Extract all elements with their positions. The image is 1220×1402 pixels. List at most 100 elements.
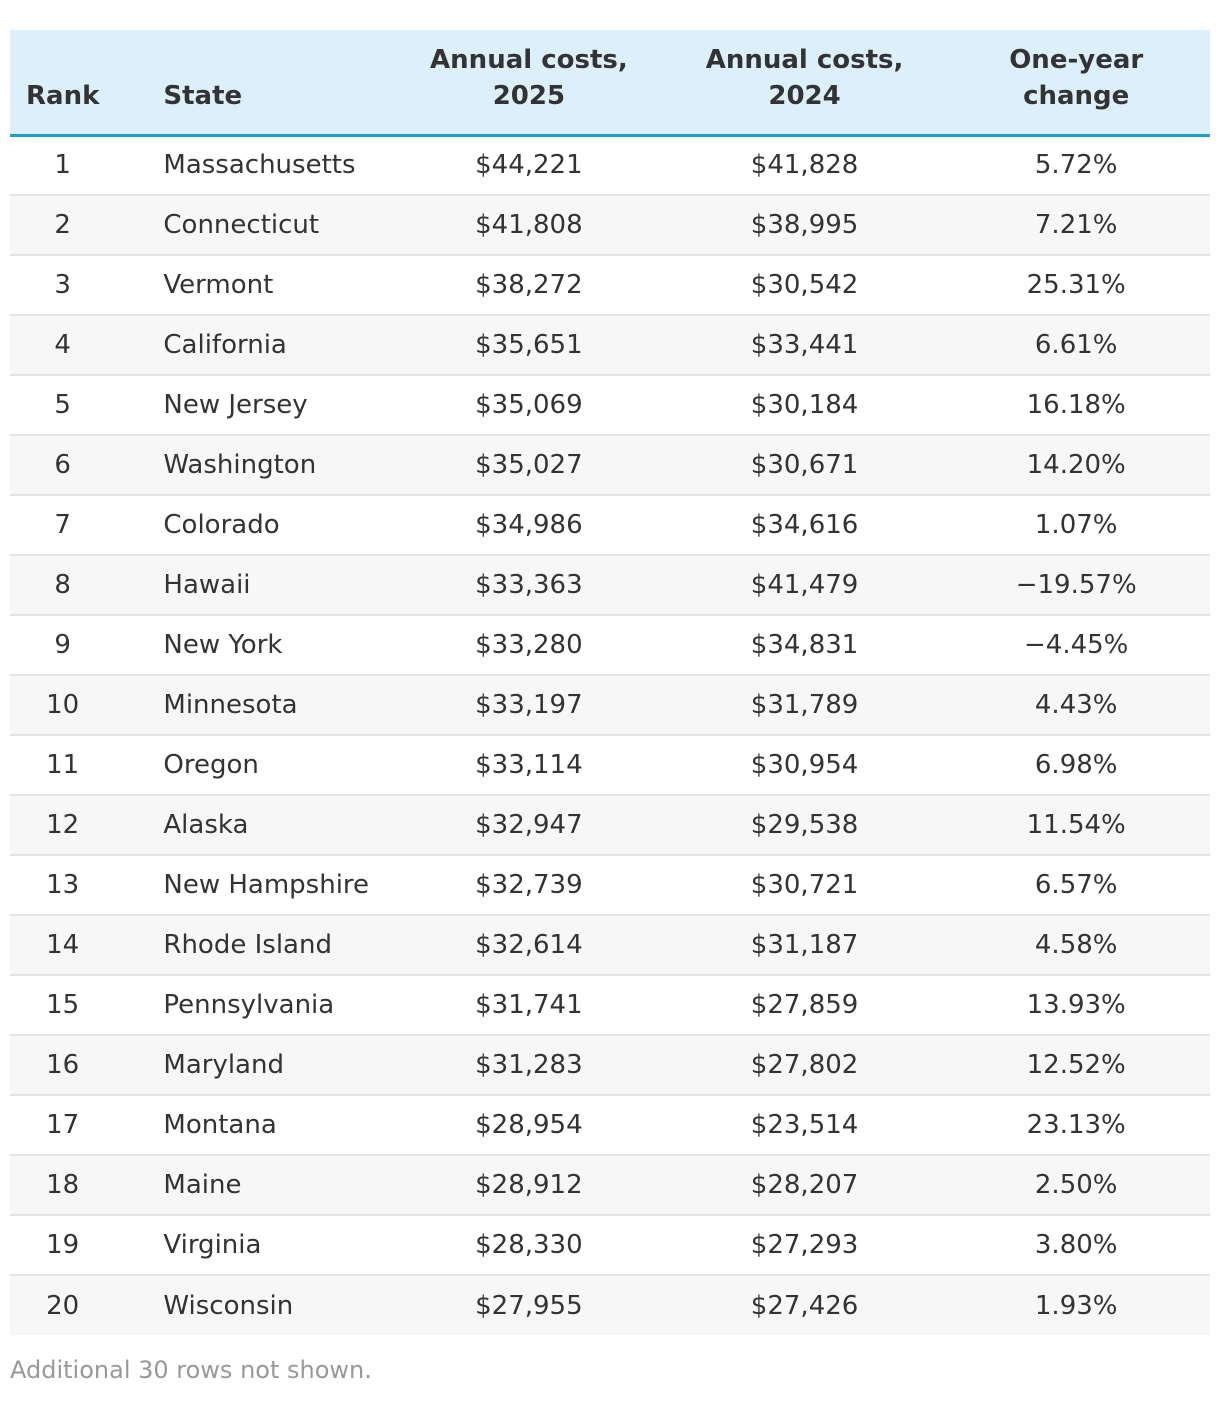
state-cell: California bbox=[163, 330, 287, 360]
state-cell: New York bbox=[163, 630, 283, 660]
cost-2025-cell: $28,912 bbox=[475, 1170, 583, 1200]
cost-2025-cell: $35,027 bbox=[475, 450, 583, 480]
cost-2024-cell: $30,671 bbox=[750, 450, 859, 480]
header-rank[interactable]: Rank bbox=[10, 30, 115, 135]
rank-cell: 7 bbox=[54, 510, 71, 540]
change-cell: 6.61% bbox=[1034, 330, 1118, 360]
rank-cell: 5 bbox=[54, 390, 71, 420]
change-cell: 4.58% bbox=[1034, 930, 1118, 960]
table-row: 2 Connecticut $41,808 $38,995 7.21% bbox=[10, 195, 1210, 255]
rank-cell: 4 bbox=[54, 330, 71, 360]
cost-2024-cell: $34,831 bbox=[750, 630, 859, 660]
state-cell: Wisconsin bbox=[163, 1290, 294, 1321]
header-costs-2025-line1: Annual costs, bbox=[430, 44, 628, 75]
change-cell: 6.98% bbox=[1034, 750, 1118, 780]
state-cell: Hawaii bbox=[163, 570, 251, 600]
cost-2025-cell: $32,739 bbox=[475, 870, 583, 900]
table-row: 4 California $35,651 $33,441 6.61% bbox=[10, 315, 1210, 375]
change-cell: 1.93% bbox=[1034, 1290, 1118, 1321]
cost-2025-cell: $35,651 bbox=[475, 330, 583, 360]
table-row: 18 Maine $28,912 $28,207 2.50% bbox=[10, 1155, 1210, 1215]
table-header: Rank State Annual costs, 2025 Annual cos… bbox=[10, 30, 1210, 135]
table-row: 16 Maryland $31,283 $27,802 12.52% bbox=[10, 1035, 1210, 1095]
cost-2025-cell: $33,280 bbox=[475, 630, 583, 660]
header-costs-2024-line2: 2024 bbox=[768, 80, 841, 111]
change-cell: 2.50% bbox=[1034, 1170, 1118, 1200]
cost-2025-cell: $33,114 bbox=[475, 750, 583, 780]
change-cell: 25.31% bbox=[1026, 270, 1126, 300]
header-state[interactable]: State bbox=[115, 30, 391, 135]
change-cell: 13.93% bbox=[1026, 990, 1126, 1020]
rank-cell: 11 bbox=[46, 750, 80, 780]
rank-cell: 14 bbox=[46, 930, 80, 960]
change-cell: 1.07% bbox=[1034, 510, 1118, 540]
header-change-line2: change bbox=[1023, 80, 1130, 111]
table-row: 5 New Jersey $35,069 $30,184 16.18% bbox=[10, 375, 1210, 435]
rank-cell: 2 bbox=[54, 210, 71, 240]
table-row: 7 Colorado $34,986 $34,616 1.07% bbox=[10, 495, 1210, 555]
rank-cell: 18 bbox=[46, 1170, 80, 1200]
cost-2024-cell: $31,187 bbox=[750, 930, 859, 960]
header-annual-costs-2024[interactable]: Annual costs, 2024 bbox=[667, 30, 943, 135]
rank-cell: 8 bbox=[54, 570, 71, 600]
table-row: 19 Virginia $28,330 $27,293 3.80% bbox=[10, 1215, 1210, 1275]
cost-2024-cell: $30,542 bbox=[750, 270, 859, 300]
cost-2024-cell: $23,514 bbox=[750, 1110, 859, 1140]
change-cell: 12.52% bbox=[1026, 1050, 1126, 1080]
rows-not-shown-note: Additional 30 rows not shown. bbox=[10, 1356, 372, 1384]
rank-cell: 15 bbox=[46, 990, 80, 1020]
cost-2025-cell: $38,272 bbox=[475, 270, 583, 300]
state-cell: Pennsylvania bbox=[163, 990, 335, 1020]
state-cell: Massachusetts bbox=[163, 150, 356, 181]
table-row: 13 New Hampshire $32,739 $30,721 6.57% bbox=[10, 855, 1210, 915]
cost-2025-cell: $41,808 bbox=[475, 210, 583, 240]
change-cell: 7.21% bbox=[1034, 210, 1118, 240]
header-row: Rank State Annual costs, 2025 Annual cos… bbox=[10, 30, 1210, 135]
cost-2024-cell: $27,802 bbox=[750, 1050, 859, 1080]
change-cell: 3.80% bbox=[1034, 1230, 1118, 1260]
table-row: 8 Hawaii $33,363 $41,479 −19.57% bbox=[10, 555, 1210, 615]
cost-2025-cell: $27,955 bbox=[475, 1290, 583, 1321]
cost-2025-cell: $44,221 bbox=[475, 150, 583, 181]
state-cell: New Jersey bbox=[163, 390, 308, 420]
state-cell: Alaska bbox=[163, 810, 249, 840]
rank-cell: 12 bbox=[46, 810, 80, 840]
table-row: 1 Massachusetts $44,221 $41,828 5.72% bbox=[10, 135, 1210, 195]
cost-2024-cell: $29,538 bbox=[750, 810, 859, 840]
cost-2024-cell: $30,184 bbox=[750, 390, 859, 420]
state-cell: New Hampshire bbox=[163, 870, 370, 900]
cost-2025-cell: $34,986 bbox=[475, 510, 583, 540]
header-one-year-change[interactable]: One-year change bbox=[942, 30, 1210, 135]
cost-2025-cell: $33,197 bbox=[475, 690, 583, 720]
rank-cell: 19 bbox=[46, 1230, 80, 1260]
table-row: 12 Alaska $32,947 $29,538 11.54% bbox=[10, 795, 1210, 855]
cost-2025-cell: $32,947 bbox=[475, 810, 583, 840]
header-annual-costs-2025[interactable]: Annual costs, 2025 bbox=[391, 30, 667, 135]
rank-cell: 6 bbox=[54, 450, 71, 480]
state-cell: Rhode Island bbox=[163, 930, 332, 960]
cost-2024-cell: $31,789 bbox=[750, 690, 859, 720]
table-row: 3 Vermont $38,272 $30,542 25.31% bbox=[10, 255, 1210, 315]
state-costs-table: Rank State Annual costs, 2025 Annual cos… bbox=[10, 30, 1210, 1335]
change-cell: 5.72% bbox=[1034, 150, 1118, 181]
cost-2025-cell: $33,363 bbox=[475, 570, 583, 600]
cost-2024-cell: $27,859 bbox=[750, 990, 859, 1020]
table-row: 6 Washington $35,027 $30,671 14.20% bbox=[10, 435, 1210, 495]
cost-2025-cell: $35,069 bbox=[475, 390, 583, 420]
change-cell: 16.18% bbox=[1026, 390, 1126, 420]
state-cell: Maine bbox=[163, 1170, 242, 1200]
cost-2025-cell: $32,614 bbox=[475, 930, 583, 960]
cost-table-container: Rank State Annual costs, 2025 Annual cos… bbox=[10, 30, 1210, 1335]
cost-2024-cell: $38,995 bbox=[750, 210, 859, 240]
cost-2025-cell: $31,741 bbox=[475, 990, 583, 1020]
table-row: 17 Montana $28,954 $23,514 23.13% bbox=[10, 1095, 1210, 1155]
table-row: 10 Minnesota $33,197 $31,789 4.43% bbox=[10, 675, 1210, 735]
cost-2024-cell: $27,293 bbox=[750, 1230, 859, 1260]
header-costs-2024-line1: Annual costs, bbox=[705, 44, 904, 75]
change-cell: 14.20% bbox=[1026, 450, 1126, 480]
cost-2024-cell: $41,828 bbox=[750, 150, 859, 181]
table-body: 1 Massachusetts $44,221 $41,828 5.72% 2 Connec… bbox=[10, 135, 1210, 1335]
header-change-line1: One-year bbox=[1009, 44, 1144, 75]
rank-cell: 1 bbox=[54, 150, 71, 181]
state-cell: Oregon bbox=[163, 750, 259, 780]
